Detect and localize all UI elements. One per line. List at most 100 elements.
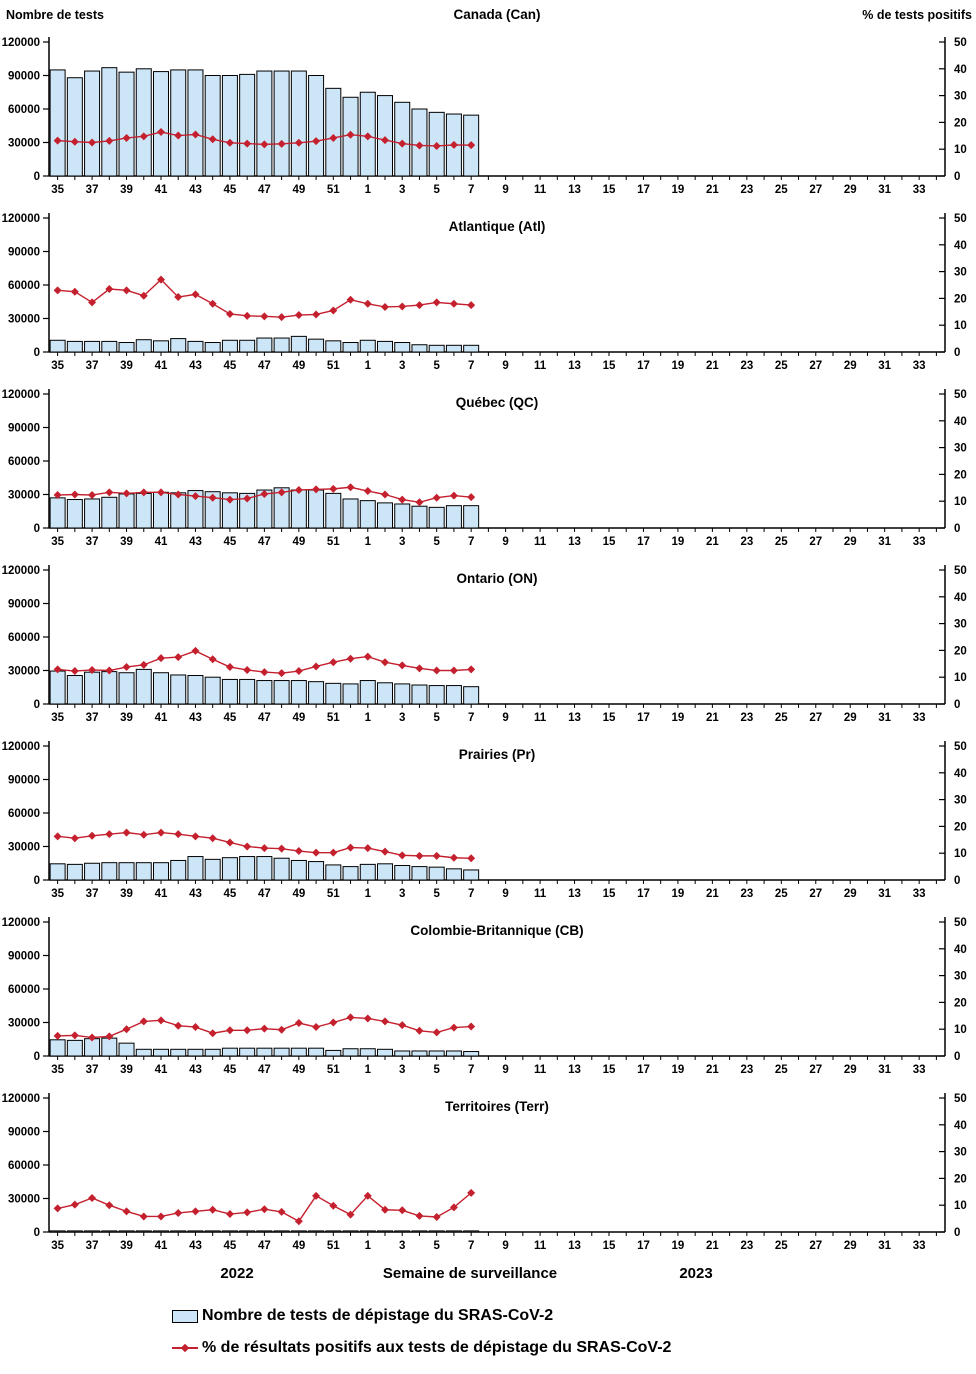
data-point [277,669,286,678]
data-point [88,665,97,674]
svg-text:40: 40 [954,592,967,604]
bar [101,862,118,881]
data-point [243,842,252,851]
svg-text:11: 11 [534,712,547,724]
svg-text:0: 0 [954,171,960,183]
svg-text:0: 0 [34,171,40,183]
data-point [312,1191,321,1200]
bar [135,492,152,529]
bar [325,87,342,177]
bar [66,1230,83,1233]
data-point [260,844,269,853]
bar [101,671,118,705]
svg-text:51: 51 [327,1064,340,1076]
bar [308,75,325,177]
bar [256,1047,273,1057]
svg-text:29: 29 [844,184,857,196]
svg-text:51: 51 [327,360,340,372]
data-point [122,663,131,672]
svg-text:60000: 60000 [8,456,40,468]
svg-text:33: 33 [913,712,926,724]
bar [377,502,393,529]
svg-text:33: 33 [913,1064,926,1076]
bar [463,344,480,353]
data-point [398,495,407,504]
bar [221,492,238,529]
bar [118,71,135,177]
tests-bars [49,856,480,881]
svg-text:5: 5 [433,536,440,548]
data-point [432,1028,441,1037]
bar [221,1047,238,1057]
data-point [139,830,148,839]
bar [170,674,187,705]
svg-text:39: 39 [120,1064,133,1076]
data-point [225,1026,234,1035]
svg-text:90000: 90000 [8,1127,40,1139]
data-point [415,141,424,150]
bar [135,68,152,177]
bar [428,1050,445,1057]
svg-text:13: 13 [568,888,581,900]
y-ticks [43,1097,945,1233]
bar [273,1047,290,1057]
data-point [243,665,252,674]
data-point [225,1210,234,1219]
svg-text:49: 49 [292,360,305,372]
data-point [243,311,252,320]
data-point [381,658,389,667]
svg-text:37: 37 [86,712,99,724]
bar [101,67,118,177]
bar [325,864,342,881]
data-point [174,1021,183,1030]
svg-text:37: 37 [86,1240,99,1252]
data-point [260,1024,269,1033]
svg-text:30: 30 [954,795,967,807]
svg-text:20: 20 [954,117,967,129]
bar [153,340,169,353]
data-point [157,1016,165,1025]
data-point [139,291,148,300]
bar [377,1048,393,1057]
svg-text:0: 0 [34,875,40,887]
data-point [88,1193,97,1202]
bar [308,1047,325,1057]
svg-text:37: 37 [86,536,99,548]
bar [135,1230,152,1233]
data-point [363,1014,372,1023]
svg-text:0: 0 [954,875,960,887]
svg-text:21: 21 [706,888,719,900]
svg-text:19: 19 [672,712,685,724]
svg-text:45: 45 [224,360,237,372]
figure-header: Nombre de tests Canada (Can) % de tests … [0,0,976,28]
y-ticks [43,569,945,705]
data-point [174,653,183,662]
positivity-markers [53,275,476,322]
svg-text:29: 29 [844,1240,857,1252]
bar [170,1048,187,1057]
data-point [122,1207,131,1216]
svg-text:5: 5 [433,1240,440,1252]
svg-text:30: 30 [954,443,967,455]
svg-text:27: 27 [809,184,822,196]
svg-text:30: 30 [954,971,967,983]
bar [445,1050,462,1057]
svg-text:50: 50 [954,741,967,753]
data-point [398,1206,407,1215]
bar-swatch-icon [172,1309,198,1323]
svg-text:31: 31 [878,1064,891,1076]
bar [221,1230,238,1233]
bar [290,1230,307,1233]
svg-text:45: 45 [224,888,237,900]
svg-text:10: 10 [954,496,967,508]
svg-text:27: 27 [809,712,822,724]
data-point [174,1208,183,1217]
svg-text:43: 43 [189,888,202,900]
svg-text:23: 23 [740,536,753,548]
svg-text:0: 0 [34,347,40,359]
bar [325,1230,342,1233]
bar [308,861,325,881]
svg-text:120000: 120000 [2,741,40,753]
